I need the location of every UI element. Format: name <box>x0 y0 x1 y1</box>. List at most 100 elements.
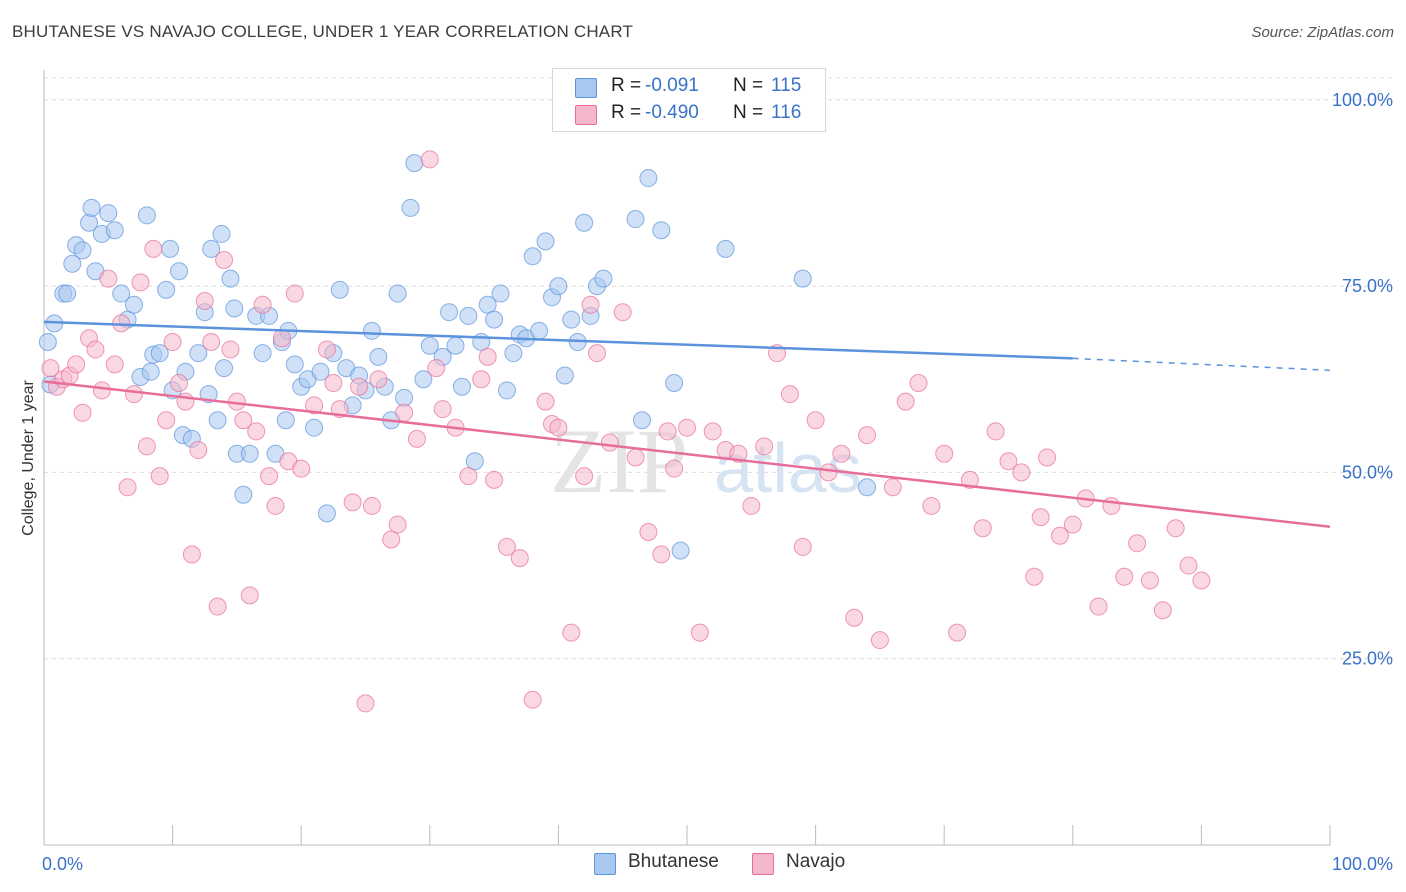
bhutanese-point <box>63 254 82 273</box>
navajo-point <box>472 370 491 389</box>
navajo-point <box>73 403 92 422</box>
navajo-point <box>317 340 336 359</box>
navajo-point <box>1102 496 1121 515</box>
y-tick-label: 50.0% <box>1342 462 1393 482</box>
navajo-point <box>1038 448 1057 467</box>
bhutanese-point <box>420 336 439 355</box>
bhutanese-point <box>491 284 510 303</box>
bhutanese-point <box>137 206 156 225</box>
navajo-point <box>665 459 684 478</box>
navajo-point <box>92 381 111 400</box>
navajo-point <box>1166 519 1185 538</box>
navajo-point <box>388 515 407 534</box>
navajo-point <box>170 373 189 392</box>
navajo-point <box>678 418 696 437</box>
navajo-point <box>382 530 401 549</box>
navajo-point <box>305 396 324 415</box>
navajo-point <box>793 537 812 556</box>
bhutanese-point <box>112 284 131 303</box>
navajo-point <box>189 441 208 460</box>
navajo-point <box>896 392 915 411</box>
navajo-point <box>266 496 285 515</box>
y-axis-title: College, Under 1 year <box>20 380 37 536</box>
navajo-point <box>658 422 677 441</box>
bhutanese-point <box>150 344 169 363</box>
bhutanese-point <box>82 198 101 217</box>
bhutanese-point <box>105 221 124 240</box>
navajo-point <box>433 400 452 419</box>
navajo-point <box>858 426 877 445</box>
bhutanese-trend-line <box>43 320 1073 360</box>
navajo-point <box>362 496 381 515</box>
bhutanese-point <box>575 213 594 232</box>
bhutanese-point <box>362 321 381 340</box>
navajo-point <box>260 467 279 486</box>
navajo-point <box>1128 534 1147 553</box>
bhutanese-point <box>405 154 424 173</box>
bhutanese-point <box>157 280 176 299</box>
navajo-point <box>478 347 497 366</box>
navajo-point <box>806 411 825 430</box>
navajo-point <box>292 459 311 478</box>
bhutanese-point <box>632 411 651 430</box>
navajo-point <box>182 545 201 564</box>
navajo-point <box>41 359 60 378</box>
navajo-point <box>215 251 234 270</box>
navajo-point <box>67 355 86 374</box>
navajo-point <box>1115 567 1134 586</box>
bhutanese-point <box>189 344 208 363</box>
bhutanese-point <box>497 381 516 400</box>
navajo-point <box>935 444 954 463</box>
navajo-point <box>639 523 658 542</box>
legend-label-navajo: Navajo <box>786 851 846 872</box>
n-value: 115 <box>771 75 802 96</box>
bhutanese-point <box>465 452 484 471</box>
navajo-point <box>1140 571 1159 590</box>
correlation-legend: R = -0.091 N = 115 R = -0.490 N = 116 <box>552 68 826 132</box>
trend-lines <box>43 320 1331 529</box>
navajo-point <box>157 411 176 430</box>
navajo-point <box>845 608 864 627</box>
bhutanese-point <box>536 232 555 251</box>
navajo-point <box>960 470 979 489</box>
bhutanese-point <box>253 344 272 363</box>
tick-labels: 25.0% 50.0% 75.0% 100.0% 0.0% 100.0% <box>42 90 1393 874</box>
bhutanese-trend-extension <box>1072 357 1331 372</box>
bhutanese-point <box>73 241 92 260</box>
navajo-point <box>587 344 606 363</box>
navajo-point <box>324 373 343 392</box>
navajo-point <box>163 332 182 351</box>
navajo-point <box>652 545 671 564</box>
bhutanese-point <box>212 224 231 243</box>
bhutanese-point <box>221 269 240 288</box>
navajo-point <box>202 332 221 351</box>
navajo-point <box>99 269 118 288</box>
bhutanese-point <box>330 280 349 299</box>
navajo-point <box>819 463 838 482</box>
navajo-point <box>600 433 619 452</box>
navajo-point <box>729 444 748 463</box>
navajo-point <box>118 478 137 497</box>
navajo-point <box>131 273 150 292</box>
navajo-point <box>549 418 568 437</box>
series-navajo <box>41 150 1211 713</box>
bhutanese-point <box>549 277 568 296</box>
navajo-point <box>948 623 967 642</box>
navajo-point <box>459 467 478 486</box>
navajo-swatch <box>752 853 774 875</box>
navajo-point <box>350 377 369 396</box>
x-tick-label-min: 0.0% <box>42 854 83 874</box>
navajo-point <box>395 403 414 422</box>
bhutanese-point <box>311 362 330 381</box>
navajo-point <box>420 150 439 169</box>
bhutanese-point <box>202 239 221 258</box>
navajo-point <box>427 359 446 378</box>
bhutanese-point <box>234 485 253 504</box>
navajo-point <box>832 444 851 463</box>
bhutanese-point <box>485 310 504 329</box>
navajo-point <box>125 385 144 404</box>
bhutanese-point <box>562 310 581 329</box>
navajo-point <box>1031 508 1050 527</box>
navajo-point <box>356 694 375 713</box>
bhutanese-point <box>388 284 407 303</box>
